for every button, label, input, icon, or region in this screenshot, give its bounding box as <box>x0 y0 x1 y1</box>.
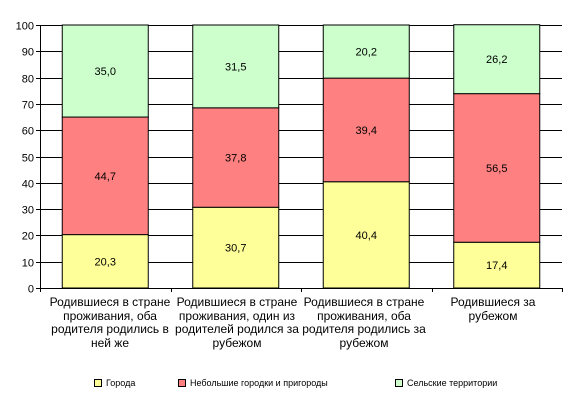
y-tick-label-10: 10 <box>22 258 34 270</box>
y-tick-label-100: 100 <box>16 21 34 33</box>
legend-label-cities: Города <box>106 378 136 388</box>
y-tick-label-70: 70 <box>22 100 34 112</box>
bar-segment-s2-c2 <box>322 24 410 79</box>
data-label-s2-c2: 20,2 <box>356 47 377 59</box>
y-tick-label-50: 50 <box>22 153 34 165</box>
legend-item-rural-areas: Сельские территории <box>395 376 497 390</box>
data-label-s2-c1: 31,5 <box>225 61 246 73</box>
bar-segment-s1-c3 <box>453 93 541 243</box>
bar-segment-s0-c3 <box>453 241 541 289</box>
bar-segment-s2-c0 <box>61 24 149 118</box>
bar-segment-s1-c2 <box>322 77 410 183</box>
legend-item-towns-suburbs: Небольшие городки и пригороды <box>178 376 328 390</box>
bar-segment-s0-c2 <box>322 181 410 289</box>
data-label-s0-c2: 40,4 <box>356 230 377 242</box>
y-tick-label-80: 80 <box>22 74 34 86</box>
category-label-3: Родившиеся за рубежом <box>450 295 536 323</box>
data-label-s0-c0: 20,3 <box>95 256 116 268</box>
bar-segment-s2-c3 <box>453 24 541 95</box>
y-tick-label-90: 90 <box>22 47 34 59</box>
data-label-s1-c2: 39,4 <box>356 125 377 137</box>
category-label-1: Родившиеся в стране проживания, один из … <box>175 295 299 350</box>
data-label-s1-c0: 44,7 <box>95 171 116 183</box>
data-label-s0-c3: 17,4 <box>486 260 507 272</box>
data-label-s2-c3: 26,2 <box>486 54 507 66</box>
category-label-0: Родившиеся в стране проживания, оба роди… <box>49 295 171 350</box>
y-tick-label-0: 0 <box>28 284 34 296</box>
legend-swatch-towns-suburbs <box>178 379 186 387</box>
y-tick-label-20: 20 <box>22 231 34 243</box>
legend-label-rural-areas: Сельские территории <box>407 378 498 388</box>
data-label-s2-c0: 35,0 <box>95 66 116 78</box>
category-label-2: Родившиеся в стране проживания, оба роди… <box>302 295 426 350</box>
y-tick-label-40: 40 <box>22 179 34 191</box>
legend-swatch-rural-areas <box>395 379 403 387</box>
bar-segment-s2-c1 <box>192 24 280 109</box>
y-tick-label-60: 60 <box>22 126 34 138</box>
legend: Города Небольшие городки и пригороды Сел… <box>0 376 571 390</box>
data-label-s1-c1: 37,8 <box>225 153 246 165</box>
data-label-s1-c3: 56,5 <box>486 163 507 175</box>
legend-swatch-cities <box>94 379 102 387</box>
legend-label-towns-suburbs: Небольшие городки и пригороды <box>190 378 328 388</box>
bar-segment-s0-c0 <box>61 234 149 289</box>
data-label-s0-c1: 30,7 <box>225 243 246 255</box>
legend-item-cities: Города <box>94 376 135 390</box>
y-tick-label-30: 30 <box>22 205 34 217</box>
bar-segment-s1-c0 <box>61 116 149 236</box>
bar-segment-s0-c1 <box>192 206 280 289</box>
bar-segment-s1-c1 <box>192 107 280 208</box>
